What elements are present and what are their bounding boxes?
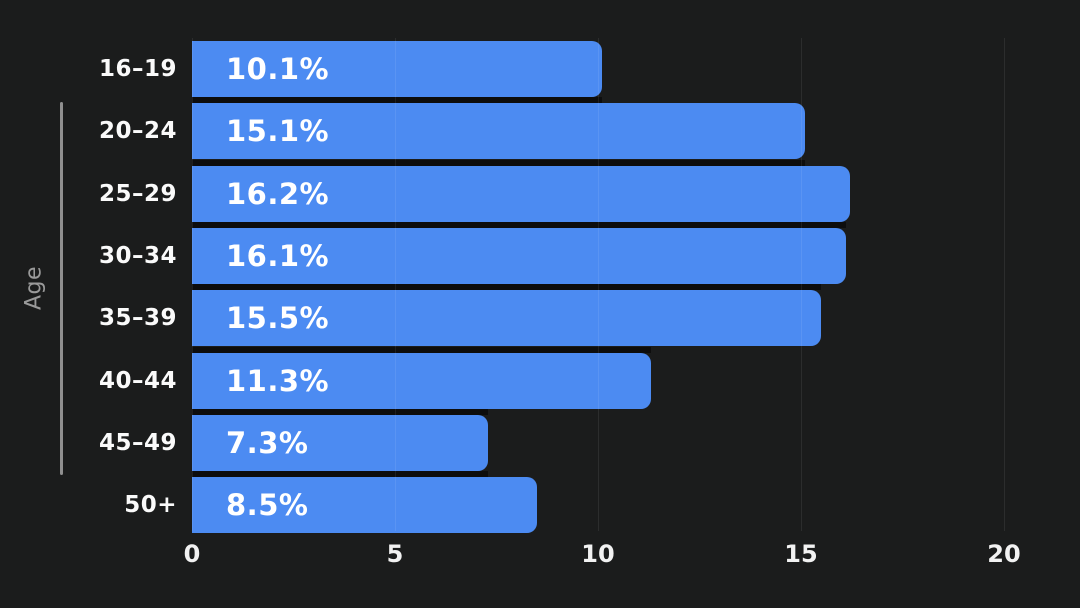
gridline (395, 38, 396, 531)
row-separator (192, 284, 822, 291)
bar-value-label: 15.1% (226, 114, 330, 149)
bar: 11.3% (192, 352, 651, 409)
x-tick-label: 0 (183, 540, 201, 568)
gridline (801, 38, 802, 531)
category-label: 30–34 (98, 243, 177, 270)
category-label: 35–39 (98, 305, 177, 332)
bar: 16.1% (192, 227, 846, 284)
bar-value-label: 16.1% (226, 238, 330, 273)
bar-value-label: 11.3% (226, 363, 330, 398)
bar-value-label: 8.5% (226, 488, 309, 523)
gridline (192, 38, 193, 531)
bar: 10.1% (192, 41, 603, 97)
x-tick-label: 5 (386, 540, 404, 568)
bar-value-label: 10.1% (226, 52, 330, 86)
category-label: 16–19 (98, 56, 177, 83)
x-tick-label: 10 (581, 540, 615, 568)
bar-value-label: 7.3% (226, 425, 309, 460)
category-label: 20–24 (98, 118, 177, 145)
bar: 7.3% (192, 414, 489, 471)
bar: 16.2% (192, 165, 850, 222)
row-separator (192, 346, 651, 353)
gridline (1004, 38, 1005, 531)
bar-value-label: 15.5% (226, 301, 330, 336)
bar: 8.5% (192, 477, 538, 534)
category-label: 45–49 (98, 430, 177, 457)
row-separator (192, 221, 846, 228)
y-axis-line (60, 102, 63, 475)
row-separator (192, 408, 489, 415)
category-label: 25–29 (98, 180, 177, 207)
x-tick-label: 15 (784, 540, 818, 568)
plot-area: 10.1% 15.1% 16.2% 16.1% 15.5% 11.3% 7.3% 8.5% (192, 38, 1005, 537)
bar-value-label: 16.2% (226, 176, 330, 211)
bar: 15.1% (192, 103, 806, 160)
row-separator (192, 97, 603, 104)
gridline (598, 38, 599, 531)
bar: 15.5% (192, 290, 822, 347)
row-separator (192, 471, 489, 478)
x-tick-label: 20 (987, 540, 1021, 568)
category-label: 50+ (124, 492, 177, 519)
category-label: 40–44 (98, 367, 177, 394)
row-separator (192, 159, 806, 166)
